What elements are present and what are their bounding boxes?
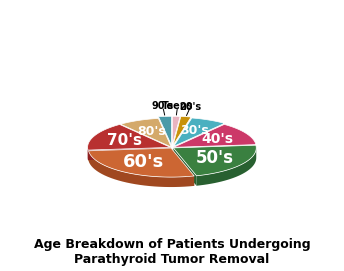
- Polygon shape: [159, 116, 171, 145]
- Polygon shape: [171, 148, 194, 186]
- Polygon shape: [173, 145, 256, 176]
- Polygon shape: [88, 151, 194, 187]
- Text: 60's: 60's: [122, 153, 164, 172]
- Text: Teens: Teens: [162, 101, 193, 111]
- Polygon shape: [172, 116, 180, 145]
- Text: 30's: 30's: [181, 124, 209, 137]
- Text: Age Breakdown of Patients Undergoing
Parathyroid Tumor Removal: Age Breakdown of Patients Undergoing Par…: [34, 238, 310, 266]
- Text: 90's: 90's: [152, 101, 174, 111]
- Polygon shape: [173, 148, 196, 186]
- Polygon shape: [173, 124, 256, 147]
- Text: 80's: 80's: [137, 125, 166, 138]
- Polygon shape: [173, 117, 191, 145]
- Polygon shape: [88, 148, 194, 177]
- Polygon shape: [174, 118, 225, 146]
- Text: 40's: 40's: [201, 132, 233, 146]
- Polygon shape: [88, 148, 171, 161]
- Polygon shape: [120, 118, 171, 147]
- Polygon shape: [88, 147, 171, 160]
- Text: 20's: 20's: [180, 102, 202, 112]
- Text: 70's: 70's: [107, 133, 142, 148]
- Polygon shape: [88, 124, 171, 150]
- Text: 50's: 50's: [195, 149, 234, 167]
- Polygon shape: [196, 148, 256, 186]
